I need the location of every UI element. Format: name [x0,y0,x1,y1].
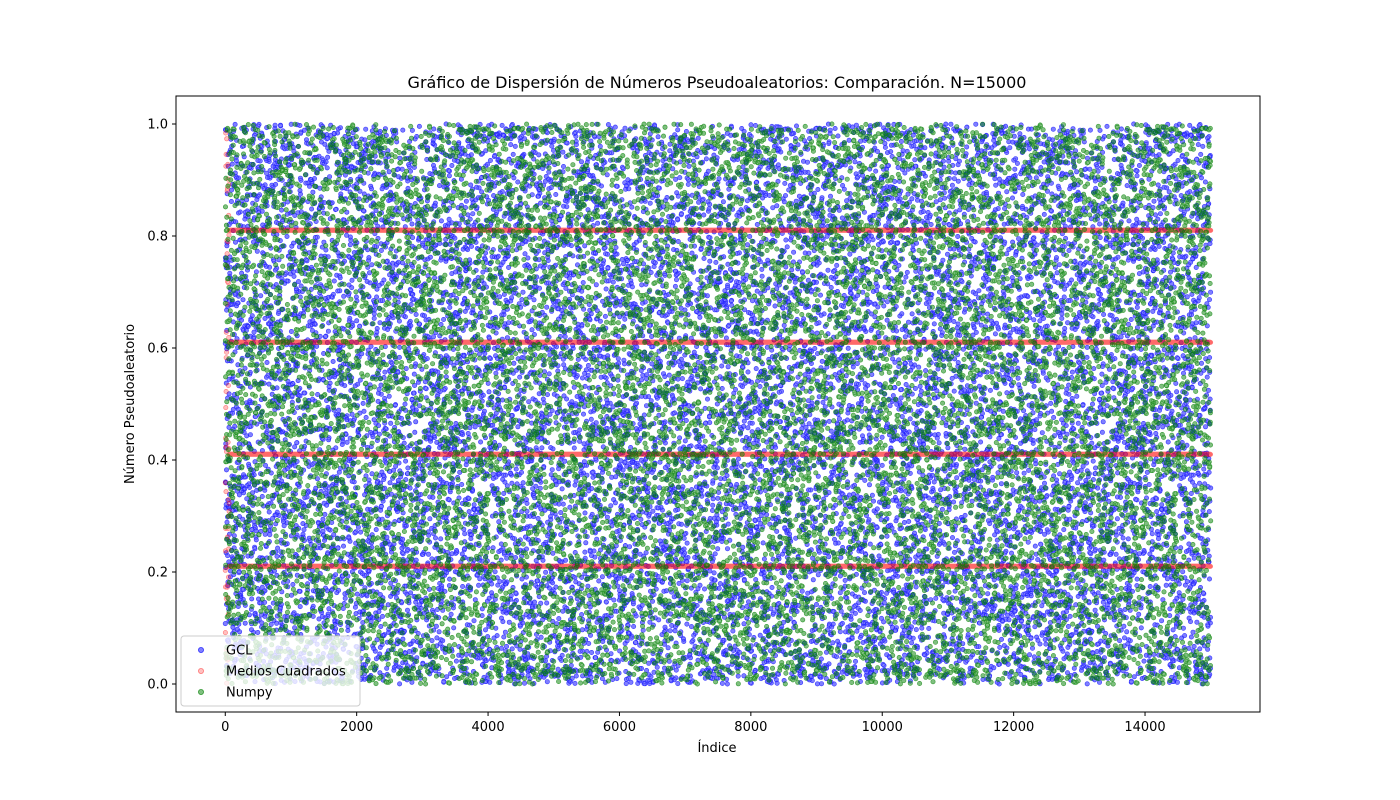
y-axis: 0.0 0.2 0.4 0.6 0.8 1.0 [147,118,176,693]
y-tick-label: 0.4 [147,454,168,469]
legend-marker [198,668,203,673]
legend: GCL Medios Cuadrados Numpy [181,636,360,706]
points-layer [223,122,1213,686]
x-tick-label: 2000 [340,720,373,735]
legend-marker [198,647,203,652]
x-tick-label: 4000 [472,720,505,735]
legend-label: GCL [226,644,253,659]
y-tick-label: 0.2 [147,566,168,581]
legend-marker [198,689,203,694]
x-tick-label: 6000 [603,720,636,735]
x-tick-label: 0 [221,720,229,735]
x-tick-label: 14000 [1124,720,1165,735]
x-axis-title: Índice [697,740,736,756]
x-tick-label: 10000 [862,720,903,735]
x-axis: 0 2000 4000 6000 8000 10000 12000 14000 [221,712,1166,735]
y-tick-label: 0.0 [147,678,168,693]
chart-title: Gráfico de Dispersión de Números Pseudoa… [408,73,1027,92]
x-tick-label: 8000 [734,720,767,735]
y-axis-title: Número Pseudoaleatorio [123,324,138,484]
legend-label: Medios Cuadrados [226,665,346,680]
legend-label: Numpy [226,686,273,701]
y-tick-label: 0.8 [147,230,168,245]
x-tick-label: 12000 [993,720,1034,735]
y-tick-label: 1.0 [147,118,168,133]
y-tick-label: 0.6 [147,342,168,357]
